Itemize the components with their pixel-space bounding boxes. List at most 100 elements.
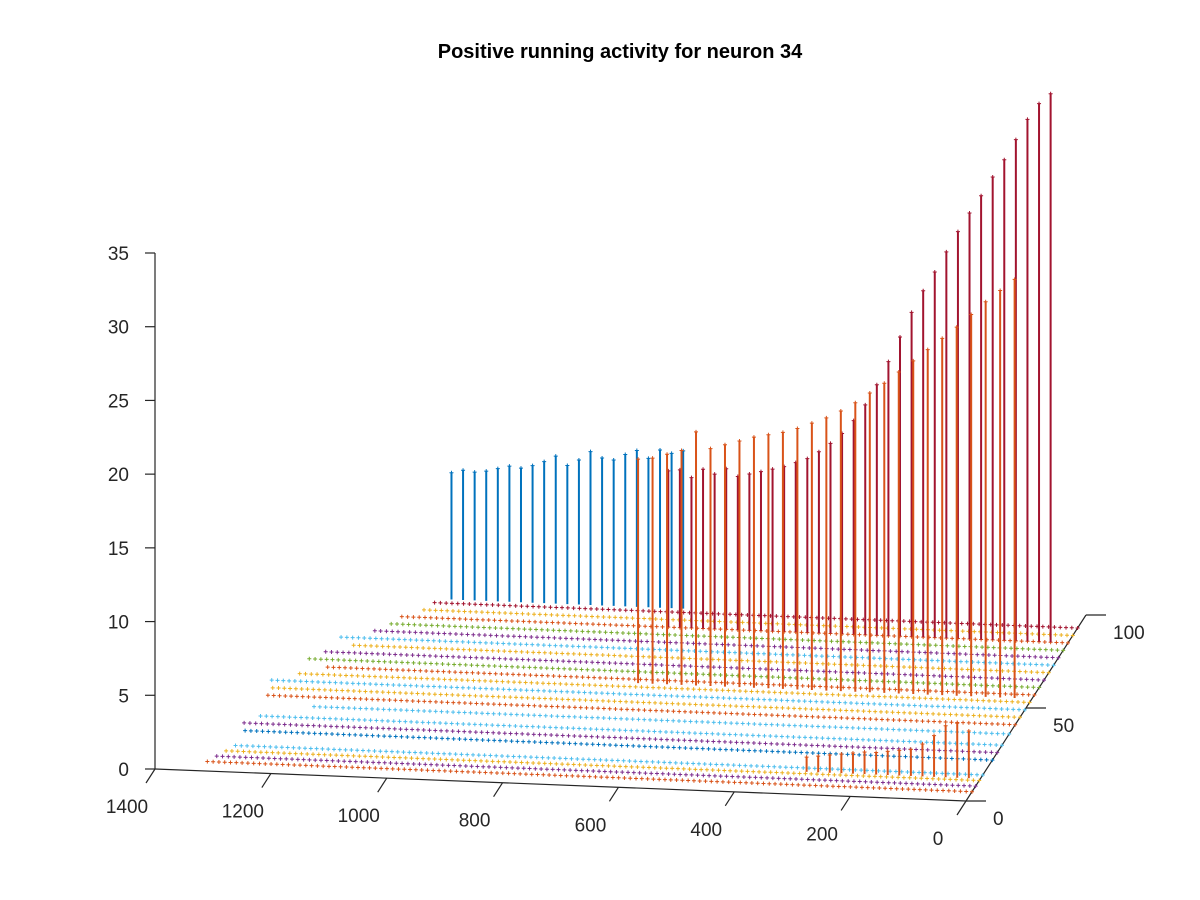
zero-marker: [511, 634, 516, 639]
stem-marker: [650, 456, 655, 461]
zero-marker: [718, 774, 723, 779]
stem-marker: [689, 475, 694, 480]
zero-marker: [978, 730, 983, 735]
zero-marker: [393, 707, 398, 712]
zero-marker: [883, 702, 888, 707]
zero-marker: [531, 760, 536, 765]
zero-marker: [751, 704, 756, 709]
zero-marker: [634, 776, 639, 781]
zero-marker: [631, 770, 636, 775]
zero-marker: [358, 706, 363, 711]
zero-marker: [781, 749, 786, 754]
zero-marker: [625, 707, 630, 712]
zero-marker: [880, 780, 885, 785]
zero-marker: [827, 715, 832, 720]
zero-marker: [988, 742, 993, 747]
zero-marker: [442, 751, 447, 756]
zero-marker: [741, 774, 746, 779]
zero-marker: [732, 642, 736, 647]
zero-marker: [937, 628, 942, 633]
zero-marker: [286, 762, 291, 767]
zero-marker: [959, 777, 964, 782]
zero-marker: [433, 608, 438, 613]
zero-marker: [576, 644, 581, 649]
zero-marker: [623, 728, 628, 733]
zero-marker: [851, 716, 855, 721]
zero-marker: [695, 773, 700, 778]
zero-marker: [948, 712, 953, 717]
zero-marker: [875, 780, 880, 785]
zero-marker: [322, 752, 327, 757]
zero-marker: [721, 732, 726, 737]
zero-marker: [613, 743, 618, 748]
zero-marker: [415, 645, 420, 650]
zero-marker: [857, 632, 862, 637]
zero-marker: [661, 678, 666, 683]
zero-marker: [871, 648, 876, 653]
zero-marker: [873, 726, 878, 731]
zero-marker: [504, 618, 509, 623]
zero-marker: [728, 612, 733, 617]
zero-marker: [538, 620, 543, 625]
zero-marker: [806, 638, 811, 643]
zero-marker: [639, 639, 644, 644]
zero-marker: [857, 752, 862, 757]
zero-marker: [737, 688, 742, 693]
zero-marker: [1065, 633, 1070, 638]
x-tick-label: 1400: [106, 797, 148, 818]
zero-marker: [579, 621, 584, 626]
zero-marker: [279, 745, 284, 750]
zero-marker: [877, 786, 882, 791]
zero-marker: [796, 782, 801, 787]
zero-marker: [1000, 714, 1005, 719]
zero-marker: [918, 657, 923, 662]
zero-marker: [867, 774, 872, 779]
zero-marker: [1029, 624, 1034, 629]
zero-marker: [403, 645, 408, 650]
zero-marker: [567, 741, 572, 746]
x-tick-label: 1200: [222, 802, 264, 823]
zero-marker: [530, 688, 535, 693]
zero-marker: [688, 664, 693, 669]
zero-marker: [500, 771, 505, 776]
zero-marker: [900, 786, 905, 791]
zero-marker: [1050, 655, 1055, 660]
zero-marker: [373, 636, 378, 641]
zero-marker: [615, 676, 620, 681]
zero-marker: [931, 729, 936, 734]
zero-marker: [686, 694, 691, 699]
zero-marker: [543, 713, 548, 718]
zero-marker: [531, 650, 536, 655]
zero-marker: [750, 697, 755, 702]
zero-marker: [305, 723, 310, 728]
zero-marker: [387, 652, 392, 657]
zero-marker: [756, 697, 761, 702]
zero-marker: [453, 632, 458, 637]
zero-marker: [497, 656, 502, 661]
zero-marker: [549, 713, 554, 718]
zero-marker: [882, 769, 887, 774]
zero-marker: [361, 674, 366, 679]
zero-marker: [507, 641, 512, 646]
zero-marker: [616, 638, 621, 643]
zero-marker: [473, 648, 478, 653]
zero-marker: [611, 691, 616, 696]
zero-marker: [749, 781, 754, 786]
zero-marker: [661, 632, 666, 637]
zero-marker: [529, 772, 534, 777]
zero-marker: [367, 765, 372, 770]
zero-marker: [1022, 662, 1027, 667]
zero-marker: [1005, 707, 1010, 712]
zero-marker: [1007, 630, 1012, 635]
zero-marker: [1052, 625, 1057, 630]
zero-marker: [288, 722, 293, 727]
zero-marker: [583, 762, 588, 767]
zero-marker: [941, 704, 946, 709]
zero-marker: [442, 768, 447, 773]
zero-marker: [593, 683, 598, 688]
zero-marker: [1013, 722, 1018, 727]
zero-marker: [868, 753, 873, 758]
zero-marker: [961, 636, 966, 641]
zero-marker: [960, 713, 965, 718]
zero-marker: [711, 739, 716, 744]
